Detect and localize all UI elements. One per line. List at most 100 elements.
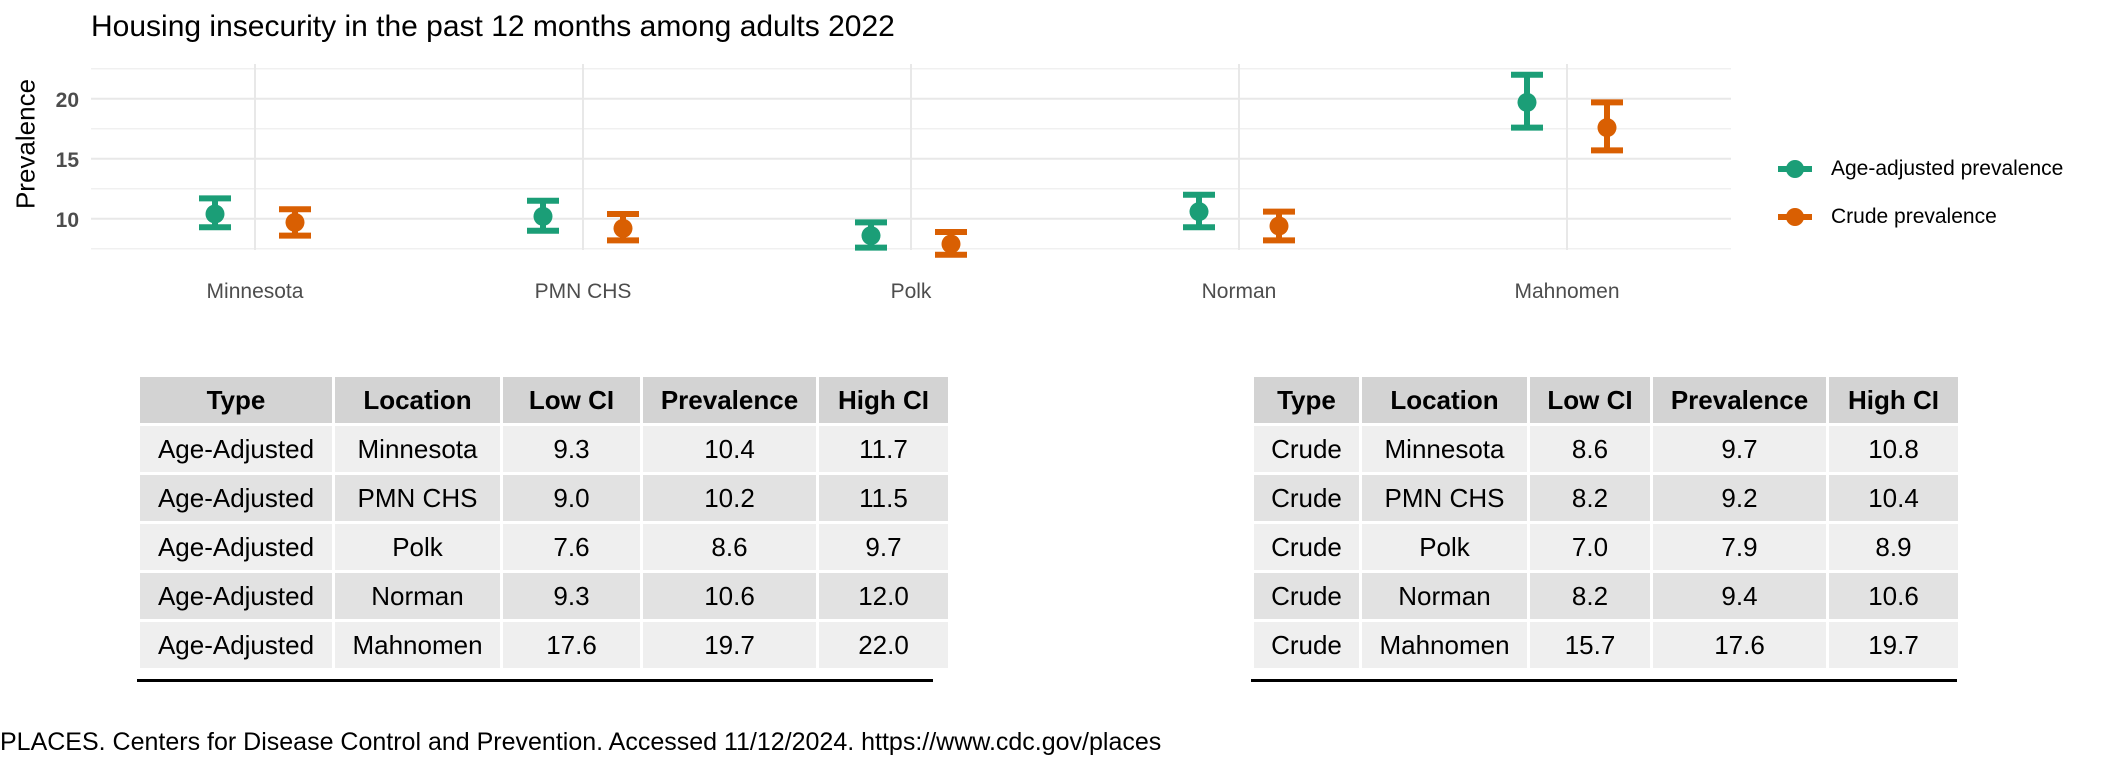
data-point — [533, 206, 553, 226]
table-row: Crude Norman 8.2 9.4 10.6 — [1254, 573, 1958, 619]
x-tick-label: Polk — [891, 280, 932, 300]
cell-low-ci: 15.7 — [1530, 622, 1650, 668]
table-header-row: Type Location Low CI Prevalence High CI — [140, 377, 948, 423]
cell-low-ci: 8.6 — [1530, 426, 1650, 472]
header-location: Location — [1362, 377, 1527, 423]
cell-high-ci: 11.7 — [819, 426, 948, 472]
header-type: Type — [1254, 377, 1359, 423]
cell-type: Age-Adjusted — [140, 426, 332, 472]
table-row: Crude Minnesota 8.6 9.7 10.8 — [1254, 426, 1958, 472]
cell-high-ci: 9.7 — [819, 524, 948, 570]
cell-high-ci: 10.8 — [1829, 426, 1958, 472]
cell-location: PMN CHS — [335, 475, 500, 521]
header-location: Location — [335, 377, 500, 423]
cell-prevalence: 17.6 — [1653, 622, 1826, 668]
header-prevalence: Prevalence — [643, 377, 816, 423]
table-row: Age-Adjusted Minnesota 9.3 10.4 11.7 — [140, 426, 948, 472]
age-adjusted-table: Type Location Low CI Prevalence High CI … — [137, 374, 951, 671]
cell-high-ci: 10.6 — [1829, 573, 1958, 619]
cell-high-ci: 22.0 — [819, 622, 948, 668]
legend-item-crude: Crude prevalence — [1775, 193, 2063, 241]
source-note: PLACES. Centers for Disease Control and … — [0, 728, 1162, 756]
cell-location: Polk — [1362, 524, 1527, 570]
cell-prevalence: 19.7 — [643, 622, 816, 668]
legend-key-crude — [1778, 208, 1812, 226]
cell-low-ci: 9.0 — [503, 475, 640, 521]
cell-location: Mahnomen — [1362, 622, 1527, 668]
cell-type: Age-Adjusted — [140, 524, 332, 570]
cell-high-ci: 19.7 — [1829, 622, 1958, 668]
cell-low-ci: 7.6 — [503, 524, 640, 570]
chart-plot: 10 15 20 Minnesota PMN CHS Polk Norman Mahnomen — [56, 64, 1731, 300]
legend-label-age-adjusted: Age-adjusted prevalence — [1831, 157, 2064, 180]
legend: Age-adjusted prevalence Crude prevalence — [1775, 145, 2063, 241]
table-row: Crude Polk 7.0 7.9 8.9 — [1254, 524, 1958, 570]
cell-prevalence: 8.6 — [643, 524, 816, 570]
data-point — [941, 234, 961, 254]
header-low-ci: Low CI — [503, 377, 640, 423]
header-high-ci: High CI — [819, 377, 948, 423]
data-point — [1269, 216, 1289, 236]
data-point — [1517, 92, 1537, 112]
data-point — [285, 212, 305, 232]
table-row: Crude PMN CHS 8.2 9.2 10.4 — [1254, 475, 1958, 521]
y-tick-label: 15 — [56, 149, 80, 172]
data-point — [205, 204, 225, 224]
cell-location: Mahnomen — [335, 622, 500, 668]
table-row: Age-Adjusted Mahnomen 17.6 19.7 22.0 — [140, 622, 948, 668]
table-header-row: Type Location Low CI Prevalence High CI — [1254, 377, 1958, 423]
crude-table: Type Location Low CI Prevalence High CI … — [1251, 374, 1961, 671]
cell-prevalence: 9.7 — [1653, 426, 1826, 472]
legend-item-age-adjusted: Age-adjusted prevalence — [1775, 145, 2063, 193]
cell-high-ci: 8.9 — [1829, 524, 1958, 570]
x-tick-label: Norman — [1202, 280, 1277, 300]
chart-title: Housing insecurity in the past 12 months… — [91, 10, 895, 43]
data-point — [1189, 202, 1209, 222]
cell-type: Crude — [1254, 475, 1359, 521]
y-tick-label: 20 — [56, 89, 79, 112]
cell-prevalence: 7.9 — [1653, 524, 1826, 570]
legend-key-age-adjusted — [1778, 160, 1812, 178]
cell-type: Crude — [1254, 524, 1359, 570]
cell-type: Age-Adjusted — [140, 573, 332, 619]
cell-location: Polk — [335, 524, 500, 570]
x-tick-label: PMN CHS — [535, 280, 632, 300]
y-tick-label: 10 — [56, 209, 79, 232]
cell-low-ci: 7.0 — [1530, 524, 1650, 570]
data-point — [1597, 118, 1617, 138]
data-point — [861, 226, 881, 246]
cell-location: Minnesota — [335, 426, 500, 472]
table-row: Age-Adjusted PMN CHS 9.0 10.2 11.5 — [140, 475, 948, 521]
cell-type: Crude — [1254, 573, 1359, 619]
cell-low-ci: 9.3 — [503, 426, 640, 472]
cell-location: Norman — [1362, 573, 1527, 619]
x-tick-label: Mahnomen — [1514, 280, 1619, 300]
table-row: Age-Adjusted Norman 9.3 10.6 12.0 — [140, 573, 948, 619]
cell-location: Norman — [335, 573, 500, 619]
cell-prevalence: 10.4 — [643, 426, 816, 472]
table-row: Crude Mahnomen 15.7 17.6 19.7 — [1254, 622, 1958, 668]
cell-type: Age-Adjusted — [140, 622, 332, 668]
crude-table-bottom-rule — [1251, 679, 1957, 682]
cell-prevalence: 9.2 — [1653, 475, 1826, 521]
header-high-ci: High CI — [1829, 377, 1958, 423]
cell-prevalence: 9.4 — [1653, 573, 1826, 619]
header-prevalence: Prevalence — [1653, 377, 1826, 423]
cell-high-ci: 10.4 — [1829, 475, 1958, 521]
cell-high-ci: 11.5 — [819, 475, 948, 521]
legend-label-crude: Crude prevalence — [1831, 205, 1997, 228]
header-low-ci: Low CI — [1530, 377, 1650, 423]
table-row: Age-Adjusted Polk 7.6 8.6 9.7 — [140, 524, 948, 570]
cell-type: Age-Adjusted — [140, 475, 332, 521]
data-point — [613, 218, 633, 238]
cell-location: PMN CHS — [1362, 475, 1527, 521]
cell-prevalence: 10.6 — [643, 573, 816, 619]
x-tick-label: Minnesota — [207, 280, 304, 300]
cell-low-ci: 9.3 — [503, 573, 640, 619]
cell-type: Crude — [1254, 426, 1359, 472]
cell-prevalence: 10.2 — [643, 475, 816, 521]
cell-location: Minnesota — [1362, 426, 1527, 472]
cell-type: Crude — [1254, 622, 1359, 668]
cell-low-ci: 8.2 — [1530, 573, 1650, 619]
age-table-bottom-rule — [137, 679, 933, 682]
